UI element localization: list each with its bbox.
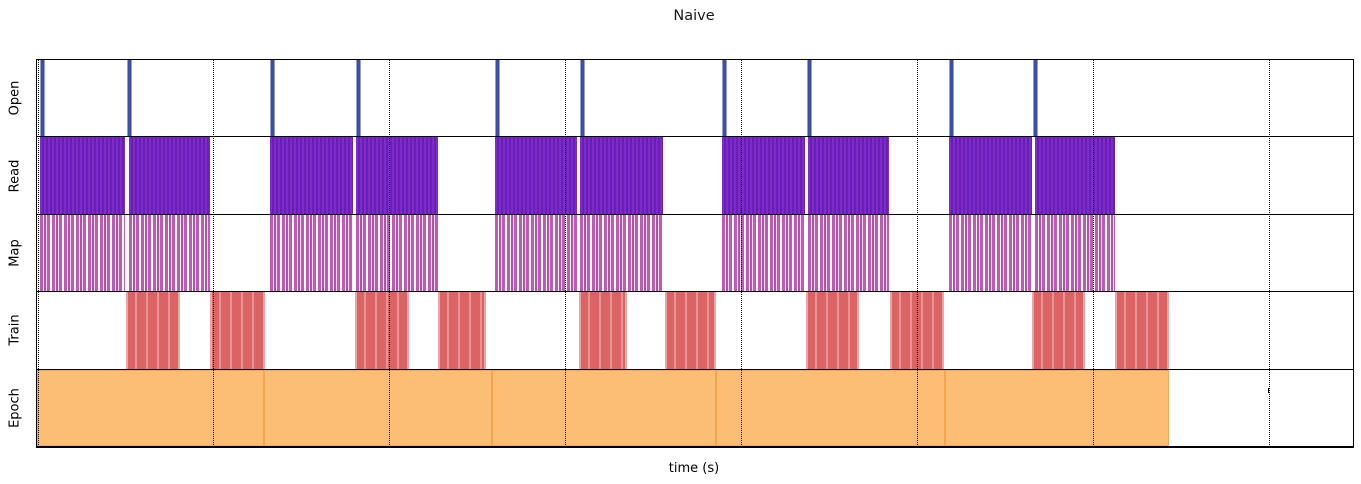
open-bar <box>270 60 275 137</box>
row-label-read: Read <box>7 159 23 192</box>
read-bar <box>270 137 353 214</box>
open-bar <box>1033 60 1038 137</box>
read-bar <box>129 137 210 214</box>
map-bar <box>1035 214 1115 292</box>
map-bar <box>949 214 1032 292</box>
row-map: Map <box>8 214 1353 293</box>
train-bar <box>210 292 265 369</box>
map-bar <box>40 214 125 292</box>
row-open: Open <box>8 60 1353 138</box>
axis-tick <box>1268 388 1269 393</box>
map-bar <box>129 214 210 292</box>
chart-title: Naive <box>673 8 715 24</box>
open-bar <box>807 60 812 137</box>
gridline <box>565 60 566 447</box>
train-bar <box>665 292 716 369</box>
epoch-boundary <box>944 369 946 446</box>
epoch-boundary <box>715 369 717 446</box>
map-bar <box>808 214 889 292</box>
epoch-bar <box>37 369 1169 446</box>
train-bar <box>579 292 627 369</box>
map-bar <box>580 214 663 292</box>
train-bar <box>1032 292 1085 369</box>
read-bar <box>808 137 889 214</box>
open-bar <box>949 60 954 137</box>
gridline <box>917 60 918 447</box>
train-bar <box>438 292 486 369</box>
plot-area: Open Read Map Train Epoch <box>8 59 1354 448</box>
open-bar <box>580 60 585 137</box>
read-bar <box>495 137 577 214</box>
gridline <box>213 60 214 447</box>
epoch-boundary <box>491 369 493 446</box>
map-bar <box>270 214 353 292</box>
row-train: Train <box>8 292 1353 370</box>
gridline <box>1093 60 1094 447</box>
gridline <box>37 60 39 447</box>
map-bar <box>495 214 577 292</box>
row-epoch: Epoch <box>8 369 1353 447</box>
gridline <box>741 60 742 447</box>
x-axis-label: time (s) <box>668 461 720 476</box>
read-bar <box>40 137 125 214</box>
read-bar <box>580 137 663 214</box>
open-bar <box>722 60 727 137</box>
map-bar <box>356 214 438 292</box>
row-label-epoch: Epoch <box>7 387 23 428</box>
epoch-boundary <box>263 369 265 446</box>
gridline <box>389 60 390 447</box>
map-bar <box>722 214 805 292</box>
row-label-open: Open <box>7 80 23 116</box>
train-bar <box>355 292 409 369</box>
read-bar <box>949 137 1032 214</box>
open-bar <box>127 60 132 137</box>
row-read: Read <box>8 137 1353 215</box>
gridline <box>1269 60 1270 447</box>
read-bar <box>722 137 805 214</box>
open-bar <box>495 60 500 137</box>
open-bar <box>356 60 361 137</box>
row-label-train: Train <box>7 314 23 346</box>
read-bar <box>1035 137 1115 214</box>
train-bar <box>806 292 859 369</box>
train-bar <box>1115 292 1169 369</box>
read-bar <box>356 137 438 214</box>
open-bar <box>40 60 45 137</box>
train-bar <box>126 292 180 369</box>
row-label-map: Map <box>7 239 23 267</box>
